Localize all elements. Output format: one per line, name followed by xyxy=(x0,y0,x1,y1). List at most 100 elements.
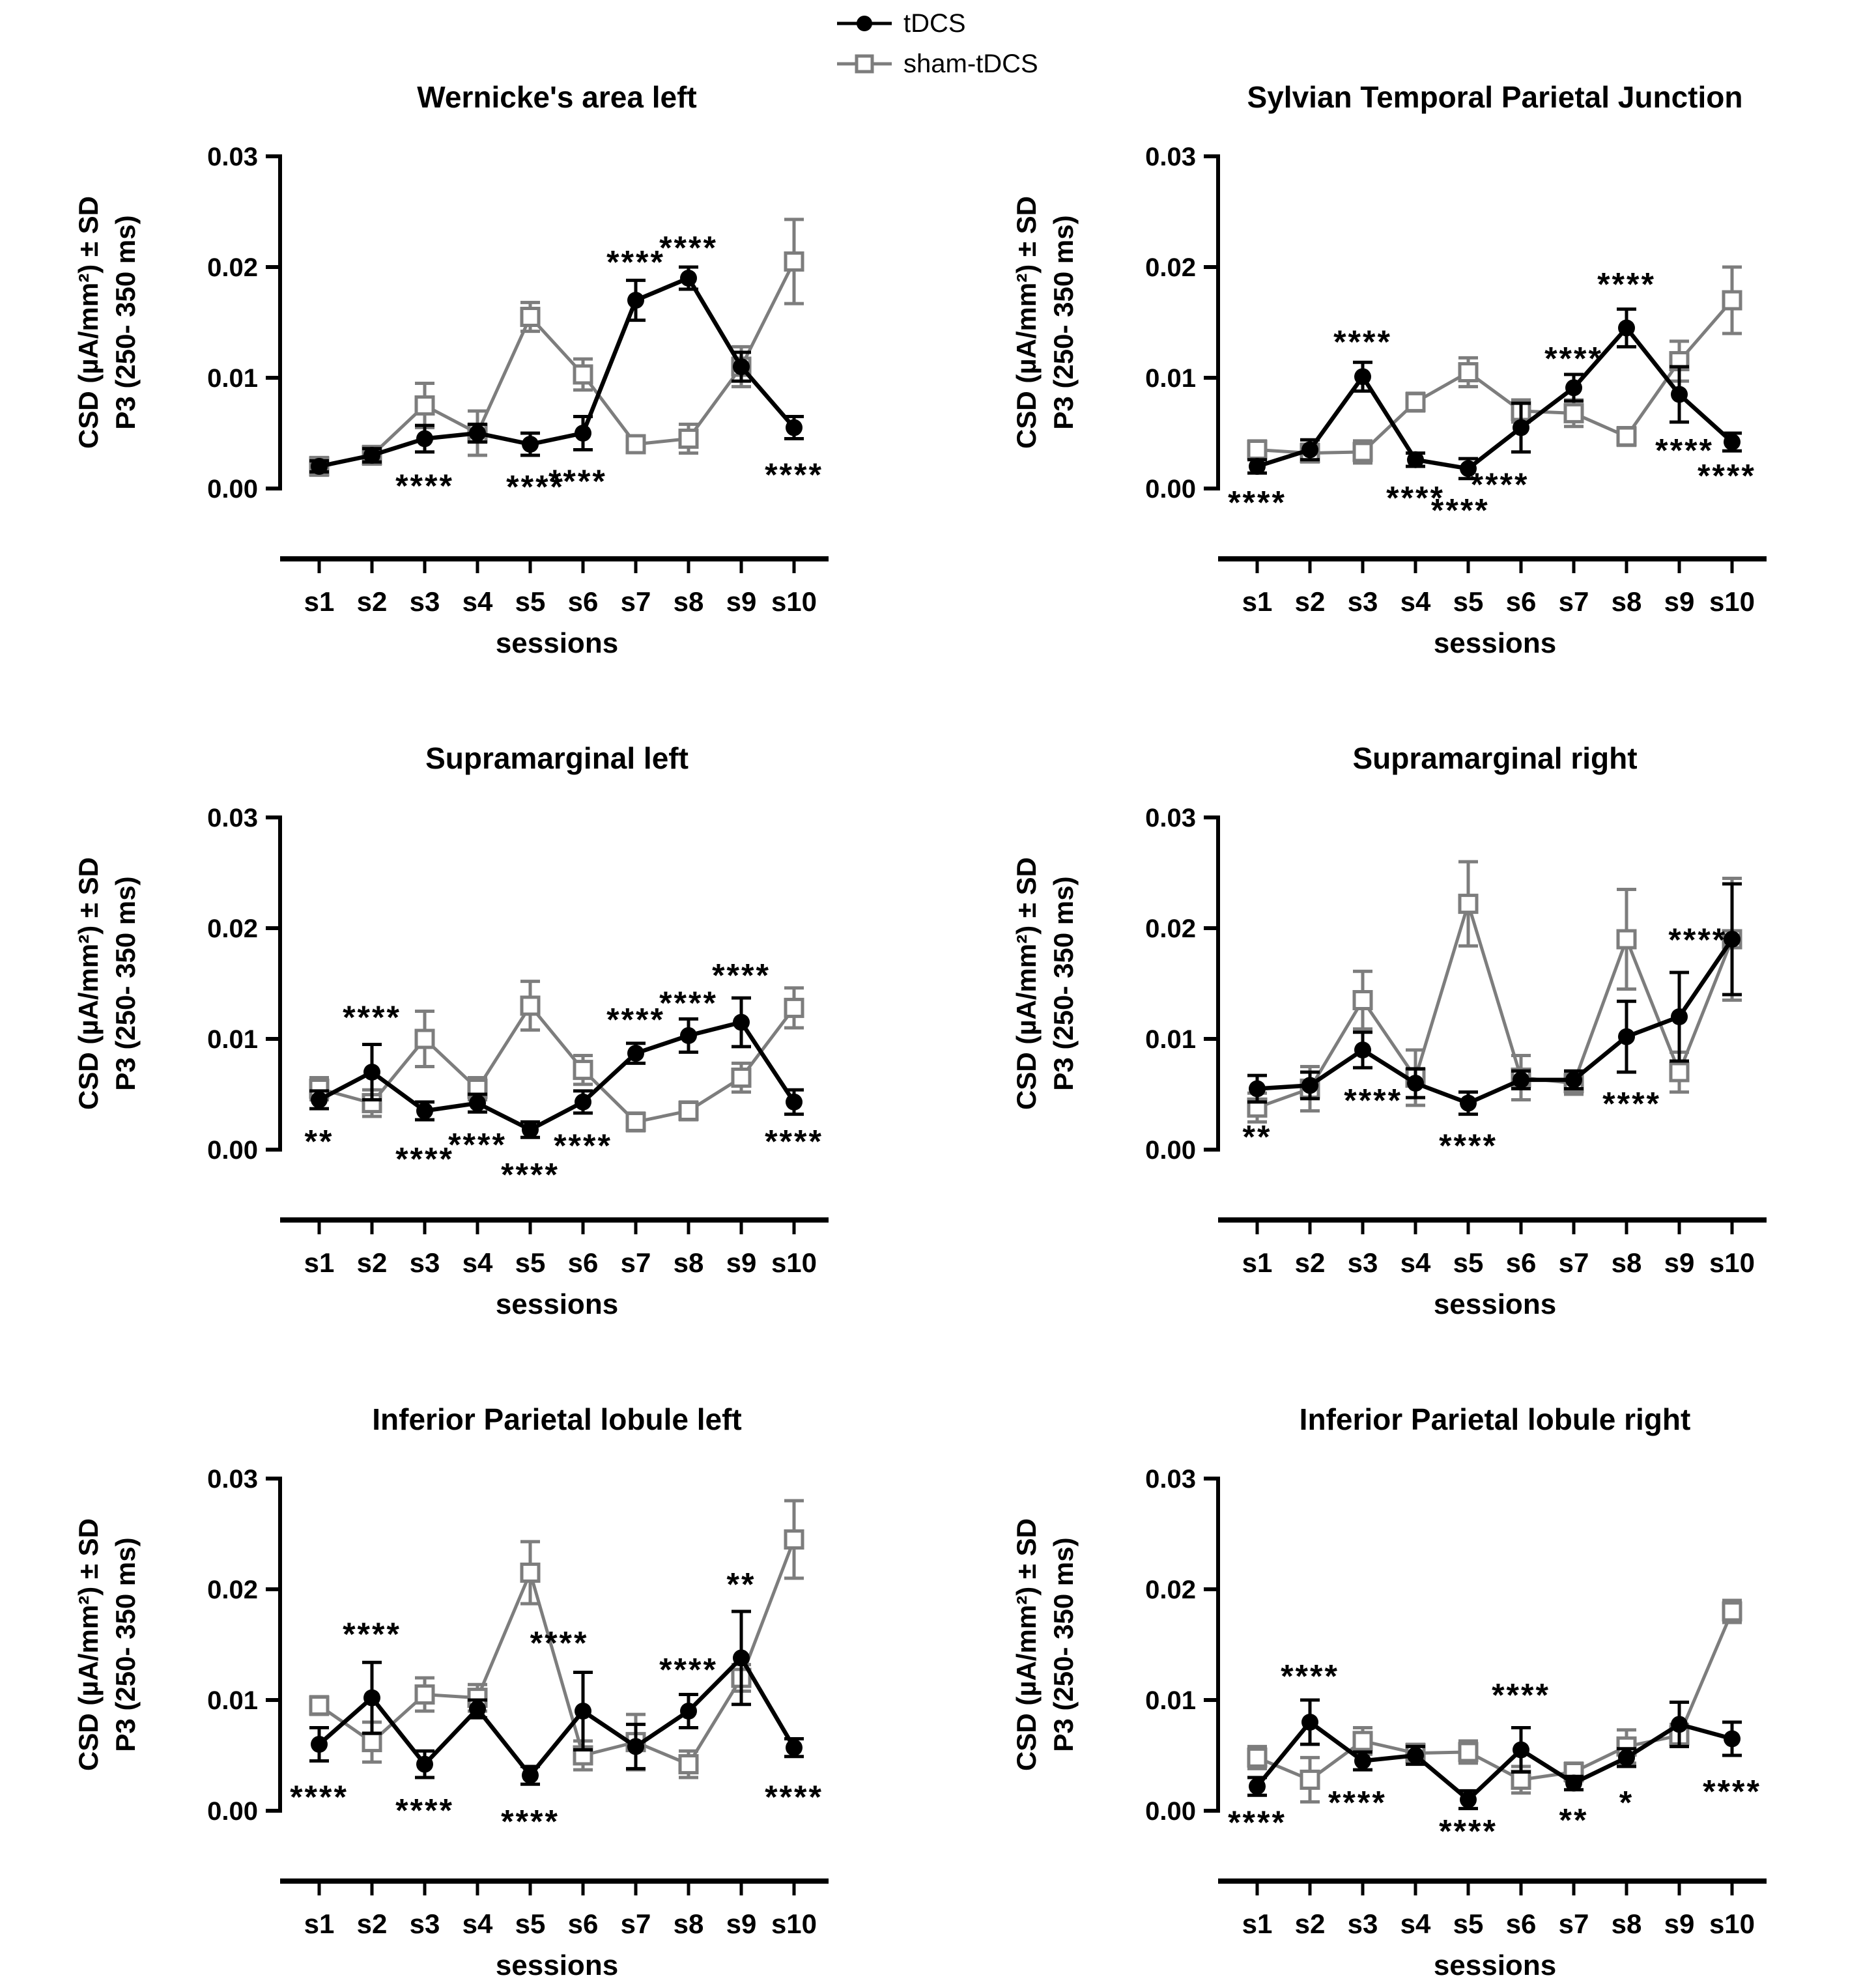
marker-sham-square xyxy=(1616,929,1637,950)
marker-sham-square xyxy=(1405,391,1426,412)
panel-title: Wernicke's area left xyxy=(417,80,696,114)
marker-sham-square xyxy=(520,995,541,1016)
significance-annotation: **** xyxy=(765,457,823,493)
marker-tdcs-circle xyxy=(680,270,697,287)
series-sham-tdcs-line xyxy=(1257,299,1733,455)
y-tick-label: 0.00 xyxy=(207,475,258,503)
panel-sylvian-temporal-parietal-junction: Sylvian Temporal Parietal Junction 0.00 0.… xyxy=(938,0,1876,661)
significance-annotation: **** xyxy=(1655,432,1714,469)
x-tick-label: s8 xyxy=(1612,586,1642,617)
y-axis-label-line2: P3 (250- 350 ms) xyxy=(110,215,141,429)
x-tick-label: s2 xyxy=(357,1247,388,1278)
legend-item-tdcs: tDCS xyxy=(836,7,1038,40)
x-tick-label: s4 xyxy=(462,1247,493,1278)
x-tick-label: s3 xyxy=(410,1247,440,1278)
chart-supramarginal-right: Supramarginal right 0.00 0.01 0.02 0.03 CSD (… xyxy=(1011,741,1767,1320)
tdcs-marker-icon xyxy=(837,16,892,31)
significance-annotation: **** xyxy=(659,985,718,1021)
significance-annotation: **** xyxy=(1471,466,1529,503)
x-tick-label: s1 xyxy=(304,1908,335,1939)
x-tick-label: s10 xyxy=(1709,1908,1755,1939)
significance-annotation: ** xyxy=(305,1123,334,1159)
y-tick-label: 0.01 xyxy=(1145,1025,1196,1054)
x-tick-label: s1 xyxy=(1242,1908,1273,1939)
marker-tdcs-circle xyxy=(1407,1747,1424,1764)
marker-tdcs-circle xyxy=(1618,1749,1635,1766)
y-tick-label: 0.00 xyxy=(1145,475,1196,503)
x-tick-label: s4 xyxy=(1400,1908,1431,1939)
panel-wernicke-area-left: Wernicke's area left 0.00 0.01 0.02 0.03 CSD … xyxy=(0,0,938,661)
x-tick-label: s1 xyxy=(304,1247,335,1278)
x-axis-title: sessions xyxy=(496,627,618,659)
series-tdcs-line xyxy=(1257,938,1734,1106)
significance-annotation: **** xyxy=(765,1779,823,1815)
marker-tdcs-circle xyxy=(311,458,328,475)
significance-annotation: ** xyxy=(727,1566,756,1603)
significance-annotation: **** xyxy=(765,1123,823,1159)
marker-tdcs-circle xyxy=(733,1649,750,1667)
significance-annotation: **** xyxy=(501,1156,560,1193)
significance-annotation: **** xyxy=(548,463,607,500)
significance-annotation: **** xyxy=(395,1141,454,1178)
marker-tdcs-circle xyxy=(1249,1080,1266,1098)
marker-sham-square xyxy=(1352,1731,1373,1751)
y-tick-label: 0.03 xyxy=(207,804,258,832)
marker-sham-square xyxy=(362,1093,382,1114)
marker-sham-square xyxy=(784,1529,804,1550)
significance-annotation: **** xyxy=(530,1625,589,1662)
x-tick-label: s3 xyxy=(410,1908,440,1939)
significance-annotation: * xyxy=(1619,1784,1634,1821)
x-tick-label: s9 xyxy=(1664,1247,1695,1278)
significance-annotation: **** xyxy=(448,1127,507,1163)
marker-tdcs-circle xyxy=(733,358,750,375)
marker-tdcs-circle xyxy=(1671,1008,1688,1025)
x-tick-label: s5 xyxy=(515,1908,546,1939)
marker-tdcs-circle xyxy=(1354,368,1371,386)
marker-tdcs-circle xyxy=(1513,1071,1529,1088)
significance-annotation: **** xyxy=(343,999,401,1036)
marker-tdcs-circle xyxy=(1249,1778,1266,1795)
marker-tdcs-circle xyxy=(786,419,803,436)
significance-annotation: **** xyxy=(1281,1658,1339,1695)
significance-annotation: **** xyxy=(1668,922,1727,958)
marker-tdcs-circle xyxy=(1724,1730,1741,1748)
significance-annotation: **** xyxy=(1328,1784,1387,1821)
y-tick-label: 0.00 xyxy=(1145,1136,1196,1165)
y-axis-label-line2: P3 (250- 350 ms) xyxy=(110,1537,141,1751)
significance-annotation: **** xyxy=(395,1792,454,1828)
x-axis-title: sessions xyxy=(1434,1288,1556,1320)
y-tick-label: 0.01 xyxy=(1145,1686,1196,1715)
x-tick-label: s7 xyxy=(1559,586,1589,617)
significance-annotation: **** xyxy=(1228,1804,1286,1841)
marker-sham-square xyxy=(1511,1769,1531,1790)
sham-tdcs-marker-icon xyxy=(837,54,892,74)
legend-label-tdcs: tDCS xyxy=(903,8,966,38)
x-tick-label: s2 xyxy=(1295,1247,1326,1278)
significance-annotation: ** xyxy=(1559,1802,1589,1839)
marker-tdcs-circle xyxy=(311,1736,328,1753)
x-tick-label: s1 xyxy=(304,586,335,617)
significance-annotation: **** xyxy=(343,1616,401,1652)
y-tick-label: 0.03 xyxy=(207,1465,258,1494)
y-axis-label-line1: CSD (µA/mm²) ± SD xyxy=(73,857,104,1110)
significance-annotation: **** xyxy=(1431,492,1490,528)
marker-sham-square xyxy=(1352,990,1373,1010)
marker-tdcs-circle xyxy=(1407,1075,1424,1092)
panel-title: Inferior Parietal lobule right xyxy=(1300,1402,1691,1436)
x-tick-label: s7 xyxy=(621,1247,651,1278)
series-sham-tdcs-line xyxy=(319,261,796,468)
marker-sham-square xyxy=(573,1060,593,1081)
marker-sham-square xyxy=(678,1101,699,1121)
marker-tdcs-circle xyxy=(469,1094,486,1112)
series-sham-tdcs-line xyxy=(1257,898,1734,1109)
x-tick-label: s6 xyxy=(1506,1247,1537,1278)
marker-tdcs-circle xyxy=(469,1700,486,1718)
marker-tdcs-circle xyxy=(1618,1028,1635,1045)
marker-tdcs-circle xyxy=(575,1093,591,1111)
x-tick-label: s5 xyxy=(1453,586,1484,617)
marker-tdcs-circle xyxy=(1249,458,1266,475)
significance-annotation: **** xyxy=(1333,324,1392,360)
marker-tdcs-circle xyxy=(1460,1791,1477,1808)
x-tick-label: s9 xyxy=(1664,586,1695,617)
